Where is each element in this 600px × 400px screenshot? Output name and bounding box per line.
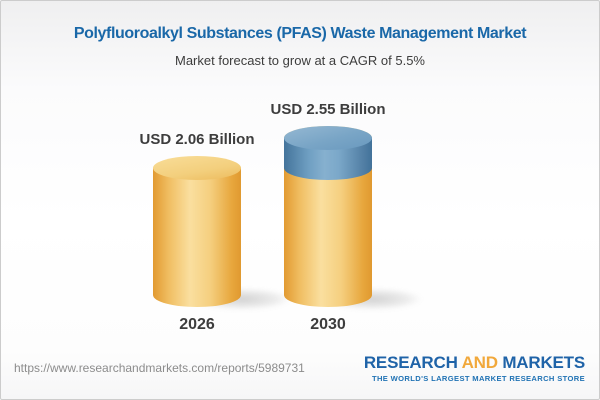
bar-value-label-2026: USD 2.06 Billion [139, 131, 255, 149]
logo-word-and: AND [461, 352, 498, 372]
chart-title: Polyfluoroalkyl Substances (PFAS) Waste … [73, 25, 527, 42]
cylinder-bar-2030 [284, 126, 372, 307]
cylinder-body [153, 168, 241, 307]
axis-label-2030: 2030 [310, 316, 346, 333]
chart-subtitle: Market forecast to grow at a CAGR of 5.5… [175, 53, 425, 68]
logo-tagline: THE WORLD'S LARGEST MARKET RESEARCH STOR… [371, 373, 585, 383]
growth-cap-blue [284, 126, 372, 181]
bar-value-label-2030: USD 2.55 Billion [270, 101, 386, 119]
logo-word-research: RESEARCH [363, 352, 458, 372]
bar-group-2030: USD 2.55 Billion 2030 [248, 101, 436, 335]
growth-cap-top-ellipse [284, 126, 372, 151]
axis-label-2026: 2026 [179, 316, 215, 333]
report-url[interactable]: https://www.researchandmarkets.com/repor… [14, 361, 305, 375]
cylinder-bar-2026 [153, 156, 241, 307]
logo-word-markets: MARKETS [502, 352, 585, 372]
chart-area: USD 2.06 Billion 2026 USD 2.55 Billion 2… [1, 81, 599, 341]
chart-header: Polyfluoroalkyl Substances (PFAS) Waste … [1, 25, 599, 68]
logo-wordmark: RESEARCH AND MARKETS [364, 354, 585, 371]
footer: https://www.researchandmarkets.com/repor… [1, 343, 599, 399]
research-and-markets-logo: RESEARCH AND MARKETS THE WORLD'S LARGEST… [364, 354, 585, 383]
cylinder-top-ellipse [153, 156, 241, 181]
